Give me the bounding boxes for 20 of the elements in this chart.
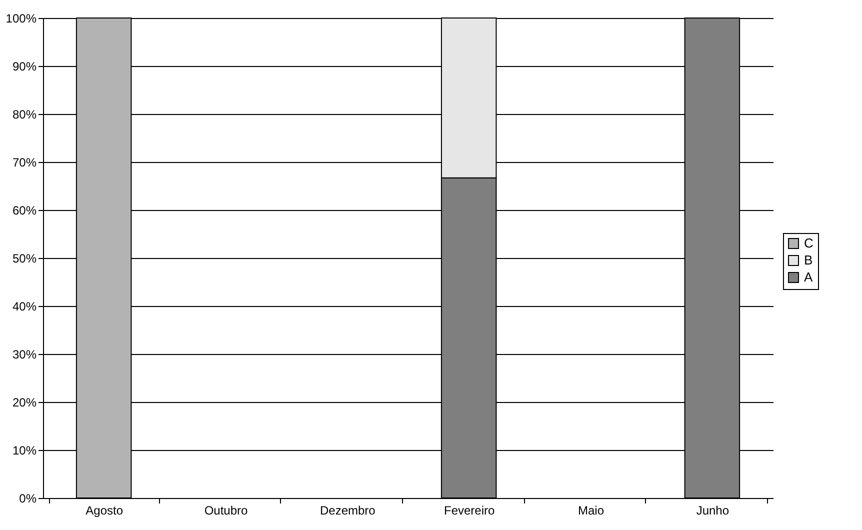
y-tick-label: 10%	[12, 444, 37, 458]
y-tick-label: 50%	[12, 252, 37, 266]
x-tick-label: Maio	[578, 504, 604, 518]
y-tick-label: 90%	[12, 60, 37, 74]
y-tick-label: 70%	[12, 156, 37, 170]
x-tick-label: Junho	[696, 504, 730, 518]
x-tick-label: Dezembro	[320, 504, 376, 518]
y-tick-label: 80%	[12, 108, 37, 122]
y-tick-label: 20%	[12, 396, 37, 410]
y-tick-label: 40%	[12, 300, 37, 314]
y-tick-label: 0%	[19, 492, 37, 506]
y-tick-label: 30%	[12, 348, 37, 362]
legend-label: A	[804, 270, 813, 284]
legend-label: C	[804, 236, 814, 250]
legend-label: B	[804, 252, 813, 268]
x-tick-label: Outubro	[204, 504, 248, 518]
x-tick-label: Agosto	[86, 504, 124, 518]
y-tick-label: 100%	[6, 12, 37, 26]
x-tick-label: Fevereiro	[444, 504, 495, 518]
y-tick-label: 60%	[12, 204, 37, 218]
